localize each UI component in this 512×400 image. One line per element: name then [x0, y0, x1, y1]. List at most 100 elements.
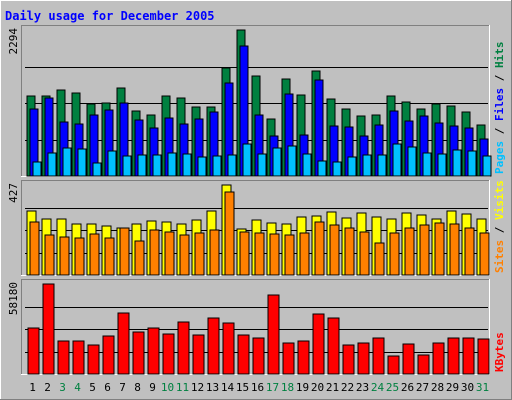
x-tick-label-day-30: 30 — [461, 381, 474, 394]
legend-entry-kbytes: KBytes — [493, 332, 506, 372]
bar-kbytes-day-3 — [57, 340, 70, 375]
x-tick-label-day-21: 21 — [326, 381, 339, 394]
bar-sites-day-15 — [239, 231, 250, 276]
bar-sites-day-18 — [284, 234, 295, 276]
x-tick-label-day-26: 26 — [401, 381, 414, 394]
bar-sites-day-26 — [404, 227, 415, 276]
bar-kbytes-day-20 — [312, 313, 325, 375]
bar-kbytes-day-2 — [42, 283, 55, 375]
bar-kbytes-day-14 — [222, 322, 235, 375]
x-tick-label-day-14: 14 — [221, 381, 235, 394]
bar-kbytes-day-19 — [297, 340, 310, 375]
x-tick-label-day-13: 13 — [206, 381, 219, 394]
bar-pages-day-1 — [32, 161, 42, 177]
bar-kbytes-day-21 — [327, 317, 340, 375]
x-tick-label-day-9: 9 — [149, 381, 156, 394]
bar-pages-day-7 — [122, 155, 132, 177]
bar-pages-day-14 — [227, 154, 237, 177]
bar-kbytes-day-28 — [432, 342, 445, 375]
legend-entry-visits: Visits — [493, 180, 506, 220]
bar-sites-day-23 — [359, 231, 370, 276]
bar-pages-day-25 — [392, 143, 402, 177]
bar-pages-day-6 — [107, 150, 117, 177]
bar-pages-day-17 — [272, 147, 282, 177]
legend-entry-hits: Hits — [493, 42, 506, 69]
bar-kbytes-day-29 — [447, 337, 460, 375]
legend-separator: / — [493, 68, 506, 88]
x-tick-label-day-6: 6 — [104, 381, 111, 394]
bar-pages-day-26 — [407, 146, 417, 177]
bar-kbytes-day-8 — [132, 331, 145, 375]
bar-sites-day-22 — [344, 227, 355, 276]
bar-kbytes-day-10 — [162, 333, 175, 375]
bar-sites-day-2 — [44, 234, 55, 276]
bar-pages-day-8 — [137, 154, 147, 177]
bar-kbytes-day-17 — [267, 294, 280, 375]
bar-sites-day-4 — [74, 237, 85, 276]
bar-kbytes-day-4 — [72, 340, 85, 375]
bar-kbytes-day-27 — [417, 354, 430, 375]
bar-pages-day-13 — [212, 155, 222, 177]
chart-title: Daily usage for December 2005 — [5, 9, 215, 23]
bar-kbytes-day-5 — [87, 344, 100, 375]
bar-sites-day-27 — [419, 224, 430, 276]
bar-kbytes-day-25 — [387, 355, 400, 375]
bar-pages-day-10 — [167, 152, 177, 177]
x-tick-label-day-10: 10 — [161, 381, 174, 394]
bar-pages-day-22 — [347, 156, 357, 177]
bar-sites-day-24 — [374, 242, 385, 276]
bar-sites-day-9 — [149, 229, 160, 276]
bar-kbytes-day-22 — [342, 344, 355, 375]
panel-hits-ymax-label: 2294 — [7, 28, 20, 55]
bar-sites-day-7 — [119, 227, 130, 276]
x-tick-label-day-7: 7 — [119, 381, 126, 394]
bar-sites-day-31 — [479, 232, 490, 276]
x-tick-label-day-12: 12 — [191, 381, 204, 394]
bar-sites-day-11 — [179, 234, 190, 276]
bar-kbytes-day-9 — [147, 327, 160, 375]
bar-pages-day-9 — [152, 154, 162, 177]
x-tick-label-day-15: 15 — [236, 381, 249, 394]
bar-sites-day-30 — [464, 227, 475, 276]
x-tick-label-day-31: 31 — [476, 381, 489, 394]
panel-kbytes-legend: KBytes — [493, 332, 506, 372]
x-tick-label-day-4: 4 — [74, 381, 81, 394]
bar-sites-day-28 — [434, 222, 445, 276]
panel-visits-legend: Sites / Visits — [493, 180, 506, 273]
bar-sites-day-21 — [329, 224, 340, 276]
x-tick-label-day-1: 1 — [29, 381, 36, 394]
x-tick-label-day-23: 23 — [356, 381, 369, 394]
bar-kbytes-day-26 — [402, 343, 415, 375]
bar-pages-day-3 — [62, 147, 72, 177]
bar-sites-day-29 — [449, 223, 460, 276]
x-tick-label-day-22: 22 — [341, 381, 354, 394]
bar-pages-day-24 — [377, 154, 387, 177]
bar-pages-day-28 — [437, 153, 447, 177]
legend-entry-pages: Pages — [493, 141, 506, 174]
bar-pages-day-16 — [257, 153, 267, 177]
bar-kbytes-day-30 — [462, 337, 475, 375]
bar-sites-day-12 — [194, 232, 205, 276]
bar-sites-day-10 — [164, 231, 175, 276]
bar-kbytes-day-12 — [192, 334, 205, 375]
bar-sites-day-19 — [299, 232, 310, 276]
x-tick-label-day-3: 3 — [59, 381, 66, 394]
x-tick-label-day-20: 20 — [311, 381, 324, 394]
bar-kbytes-day-15 — [237, 334, 250, 375]
bar-pages-day-19 — [302, 153, 312, 177]
bar-sites-day-5 — [89, 233, 100, 276]
bar-pages-day-31 — [482, 155, 492, 177]
bar-kbytes-day-1 — [27, 327, 40, 375]
bar-kbytes-day-7 — [117, 312, 130, 375]
bar-kbytes-day-6 — [102, 335, 115, 375]
x-tick-label-day-28: 28 — [431, 381, 444, 394]
bar-pages-day-29 — [452, 149, 462, 177]
bar-sites-day-17 — [269, 233, 280, 276]
bar-pages-day-12 — [197, 156, 207, 177]
legend-entry-files: Files — [493, 88, 506, 121]
bar-kbytes-day-24 — [372, 337, 385, 375]
bar-pages-day-4 — [77, 148, 87, 177]
bar-kbytes-day-11 — [177, 321, 190, 375]
x-tick-label-day-17: 17 — [266, 381, 279, 394]
x-tick-label-day-24: 24 — [371, 381, 385, 394]
